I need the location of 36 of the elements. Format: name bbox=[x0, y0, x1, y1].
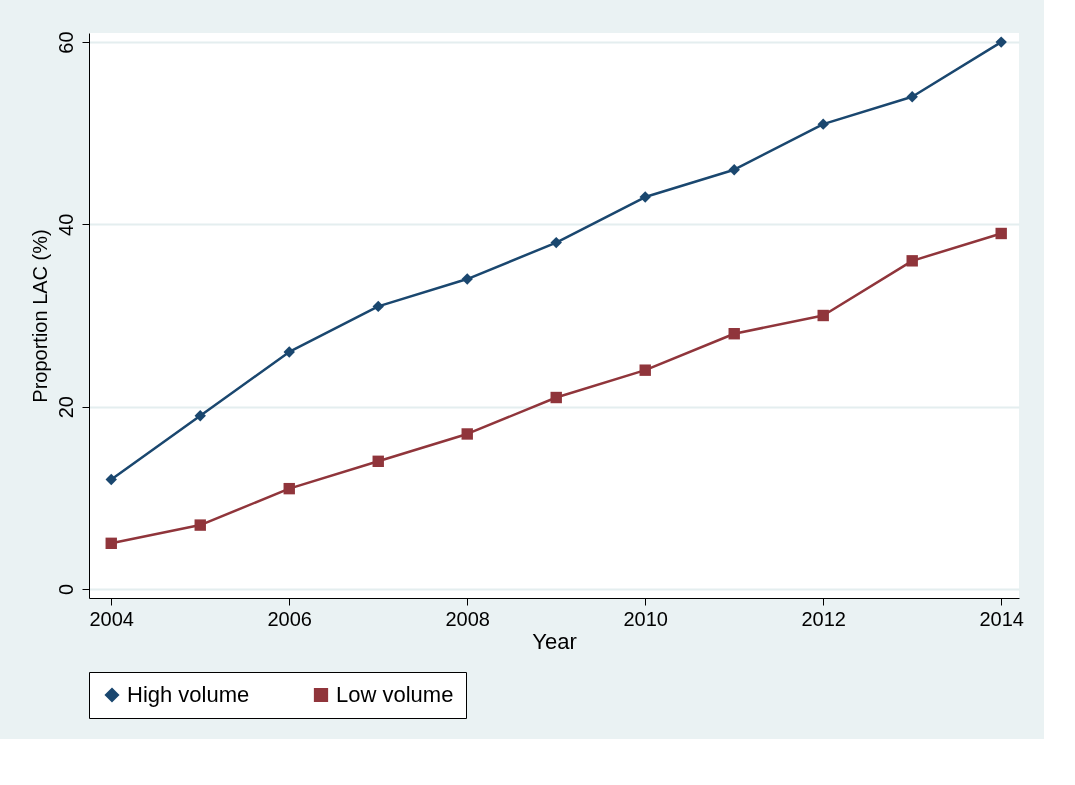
point bbox=[283, 482, 295, 495]
x-tick-label: 2004 bbox=[89, 607, 134, 630]
x-tick-label: 2012 bbox=[801, 607, 846, 630]
point bbox=[105, 473, 117, 486]
point bbox=[906, 91, 918, 103]
point bbox=[639, 364, 651, 376]
point bbox=[906, 255, 918, 267]
point bbox=[817, 118, 829, 130]
point bbox=[194, 519, 206, 531]
point bbox=[283, 346, 295, 358]
legend-label: Low volume bbox=[336, 682, 454, 707]
x-tick-label: 2010 bbox=[623, 607, 668, 630]
y-axis-title: Proportion LAC (%) bbox=[28, 229, 51, 403]
point bbox=[639, 191, 651, 203]
point bbox=[995, 36, 1007, 48]
y-tick-label: 20 bbox=[54, 396, 77, 419]
point bbox=[728, 328, 740, 340]
point bbox=[550, 236, 562, 249]
y-tick-label: 60 bbox=[54, 31, 77, 54]
x-tick-label: 2014 bbox=[979, 607, 1024, 630]
legend-label: High volume bbox=[127, 682, 250, 707]
x-tick-label: 2006 bbox=[267, 607, 312, 630]
point bbox=[817, 309, 829, 322]
point bbox=[461, 273, 473, 285]
y-tick-label: 0 bbox=[54, 583, 77, 595]
y-tick-label: 40 bbox=[54, 213, 77, 236]
point bbox=[372, 300, 384, 313]
point bbox=[461, 428, 473, 440]
point bbox=[372, 455, 384, 468]
point bbox=[105, 537, 117, 550]
x-tick-label: 2008 bbox=[445, 607, 490, 630]
x-axis-title: Year bbox=[532, 628, 577, 654]
point bbox=[194, 410, 206, 422]
point bbox=[995, 227, 1007, 240]
point bbox=[728, 163, 740, 176]
point bbox=[550, 391, 562, 404]
